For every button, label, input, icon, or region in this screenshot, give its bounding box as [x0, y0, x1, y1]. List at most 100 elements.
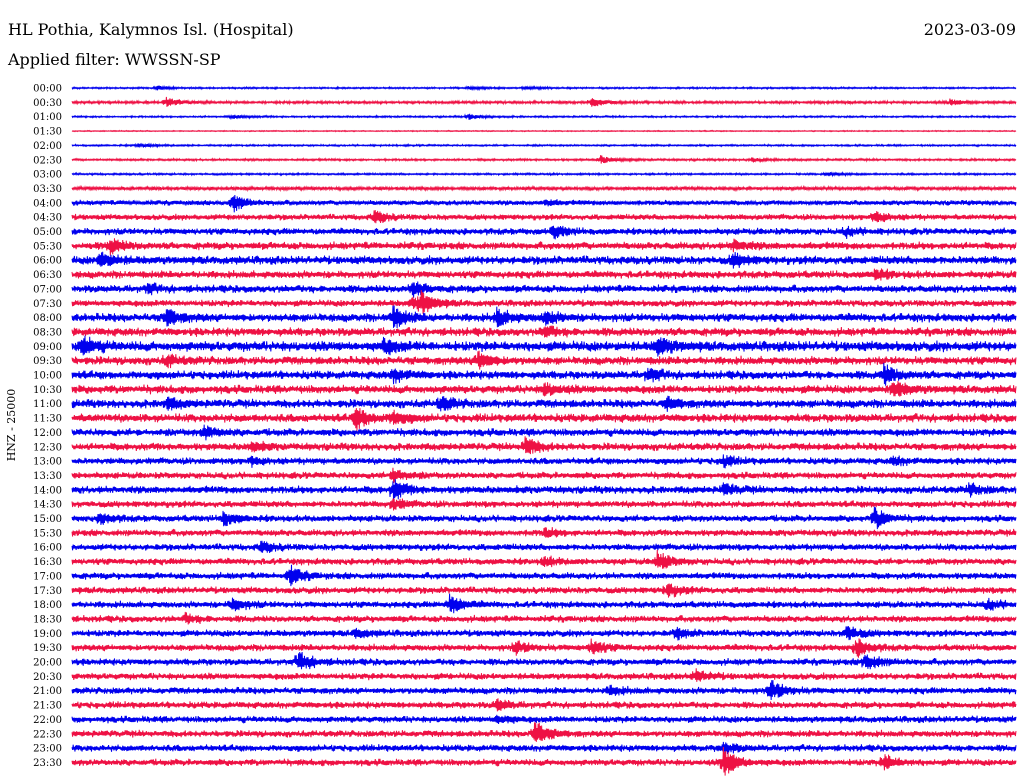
time-tick-label: 10:00: [33, 371, 62, 382]
trace-0200: [71, 142, 1017, 149]
time-tick-label: 21:30: [33, 701, 62, 712]
time-tick-label: 00:00: [33, 84, 62, 95]
trace-1700: [71, 564, 1017, 587]
time-tick-label: 13:00: [33, 457, 62, 468]
station-title: HL Pothia, Kalymnos Isl. (Hospital): [8, 20, 294, 39]
trace-1800: [71, 593, 1017, 614]
trace-1300: [71, 454, 1017, 469]
trace-1430: [71, 498, 1017, 511]
trace-1730: [71, 583, 1017, 598]
date-label: 2023-03-09: [923, 20, 1016, 39]
trace-1830: [71, 611, 1017, 625]
trace-0900: [71, 335, 1017, 357]
time-tick-label: 20:00: [33, 658, 62, 669]
time-tick-label: 09:00: [33, 342, 62, 353]
trace-1000: [71, 362, 1017, 386]
trace-0300: [71, 170, 1017, 178]
trace-0000: [71, 84, 1017, 92]
time-tick-label: 19:30: [33, 643, 62, 654]
time-tick-label: 12:00: [33, 428, 62, 439]
time-tick-label: 07:30: [33, 299, 62, 310]
time-tick-label: 20:30: [33, 672, 62, 683]
trace-group: [71, 84, 1017, 776]
trace-1530: [71, 527, 1017, 538]
trace-0430: [71, 210, 1017, 224]
time-tick-label: 17:30: [33, 586, 62, 597]
trace-0800: [71, 305, 1017, 329]
time-tick-label: 23:30: [33, 758, 62, 769]
time-tick-label: 05:00: [33, 227, 62, 238]
time-tick-label: 14:30: [33, 500, 62, 511]
trace-1600: [71, 540, 1017, 553]
trace-1500: [71, 506, 1017, 530]
time-tick-label: 00:30: [33, 98, 62, 109]
time-tick-label: 11:00: [33, 399, 62, 410]
time-tick-label: 22:00: [33, 715, 62, 726]
time-tick-label: 14:00: [33, 485, 62, 496]
time-tick-label: 06:30: [33, 270, 62, 281]
time-tick-label: 13:30: [33, 471, 62, 482]
time-tick-label: 01:30: [33, 127, 62, 138]
time-tick-label: 07:00: [33, 284, 62, 295]
time-tick-label: 18:00: [33, 600, 62, 611]
trace-0730: [71, 290, 1017, 314]
trace-0030: [71, 96, 1017, 107]
time-tick-label: 02:00: [33, 141, 62, 152]
time-tick-label: 01:00: [33, 112, 62, 123]
time-tick-label: 08:30: [33, 327, 62, 338]
trace-1900: [71, 626, 1017, 641]
trace-2130: [71, 698, 1017, 712]
time-tick-label: 23:00: [33, 744, 62, 755]
time-tick-label: 08:00: [33, 313, 62, 324]
filter-label: Applied filter: WWSSN-SP: [8, 50, 221, 69]
time-tick-label: 06:00: [33, 256, 62, 267]
trace-1100: [71, 395, 1017, 412]
time-tick-label: 10:30: [33, 385, 62, 396]
trace-0700: [71, 281, 1017, 298]
trace-1330: [71, 467, 1017, 483]
trace-1630: [71, 550, 1017, 569]
trace-1930: [71, 638, 1017, 658]
time-tick-label: 15:30: [33, 528, 62, 539]
trace-1200: [71, 424, 1017, 441]
y-axis-label: HNZ - 25000: [5, 389, 18, 462]
trace-1400: [71, 479, 1017, 501]
trace-0530: [71, 238, 1017, 256]
trace-0230: [71, 155, 1017, 164]
time-tick-label: 19:00: [33, 629, 62, 640]
trace-2200: [71, 714, 1017, 724]
trace-0600: [71, 251, 1017, 269]
trace-0830: [71, 325, 1017, 338]
trace-0330: [71, 184, 1017, 193]
trace-0500: [71, 225, 1017, 240]
trace-2100: [71, 680, 1017, 701]
time-tick-label: 09:30: [33, 356, 62, 367]
time-tick-label: 16:30: [33, 557, 62, 568]
time-axis: 00:00 00:30 01:00 01:30 02:00 02:30 03:00 03:30…: [33, 84, 62, 769]
trace-2300: [71, 741, 1017, 755]
trace-1130: [71, 408, 1017, 432]
time-tick-label: 16:00: [33, 543, 62, 554]
trace-0630: [71, 268, 1017, 281]
time-tick-label: 02:30: [33, 155, 62, 166]
time-tick-label: 18:30: [33, 614, 62, 625]
time-tick-label: 03:00: [33, 170, 62, 181]
trace-1030: [71, 380, 1017, 397]
trace-0130: [71, 129, 1017, 133]
trace-2030: [71, 668, 1017, 682]
trace-0100: [71, 113, 1017, 121]
time-tick-label: 15:00: [33, 514, 62, 525]
time-tick-label: 05:30: [33, 241, 62, 252]
trace-1230: [71, 436, 1017, 455]
trace-2230: [71, 722, 1017, 742]
trace-0930: [71, 350, 1017, 370]
time-tick-label: 03:30: [33, 184, 62, 195]
time-tick-label: 04:00: [33, 198, 62, 209]
trace-0400: [71, 194, 1017, 213]
time-tick-label: 22:30: [33, 729, 62, 740]
time-tick-label: 11:30: [33, 414, 62, 425]
time-tick-label: 21:00: [33, 686, 62, 697]
time-tick-label: 17:00: [33, 571, 62, 582]
time-tick-label: 04:30: [33, 213, 62, 224]
